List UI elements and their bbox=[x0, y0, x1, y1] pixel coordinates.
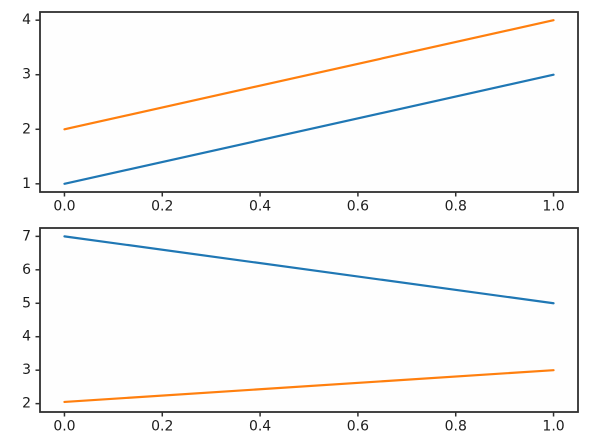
x-tick-label: 0.8 bbox=[445, 199, 467, 215]
x-tick-label: 0.6 bbox=[347, 419, 369, 435]
x-tick-label: 0.2 bbox=[151, 419, 173, 435]
y-tick-label: 1 bbox=[22, 176, 31, 192]
y-tick-label: 2 bbox=[22, 121, 31, 137]
series-1-blue-line bbox=[63, 235, 555, 305]
y-tick-label: 3 bbox=[22, 67, 31, 83]
plot-area bbox=[40, 228, 578, 412]
y-tick-label: 6 bbox=[22, 262, 31, 278]
x-tick-label: 0.6 bbox=[347, 199, 369, 215]
plot-area bbox=[40, 12, 578, 192]
y-tick-label: 4 bbox=[22, 329, 31, 345]
y-tick-label: 5 bbox=[22, 295, 31, 311]
series-2-orange-line bbox=[63, 19, 555, 131]
x-tick-label: 1.0 bbox=[542, 199, 564, 215]
y-tick-label: 4 bbox=[22, 12, 31, 28]
x-tick-label: 0.0 bbox=[53, 199, 75, 215]
x-tick-label: 0.8 bbox=[445, 419, 467, 435]
x-tick-label: 1.0 bbox=[542, 419, 564, 435]
y-tick-label: 3 bbox=[22, 362, 31, 378]
axes-spines bbox=[39, 227, 579, 413]
axes-spines bbox=[39, 11, 579, 193]
top-subplot: 0.0 0.2 0.4 0.6 0.8 1.0 1 2 3 4 bbox=[22, 11, 579, 215]
series-1-blue-line bbox=[63, 73, 555, 185]
x-tick-label: 0.4 bbox=[249, 419, 271, 435]
x-tick-label: 0.0 bbox=[53, 419, 75, 435]
x-tick-label: 0.4 bbox=[249, 199, 271, 215]
y-tick-label: 2 bbox=[22, 396, 31, 412]
x-tick-label: 0.2 bbox=[151, 199, 173, 215]
series-2-orange-line bbox=[63, 369, 555, 404]
bottom-subplot: 0.0 0.2 0.4 0.6 0.8 1.0 2 3 4 5 6 7 bbox=[22, 227, 579, 435]
y-tick-label: 7 bbox=[22, 228, 31, 244]
